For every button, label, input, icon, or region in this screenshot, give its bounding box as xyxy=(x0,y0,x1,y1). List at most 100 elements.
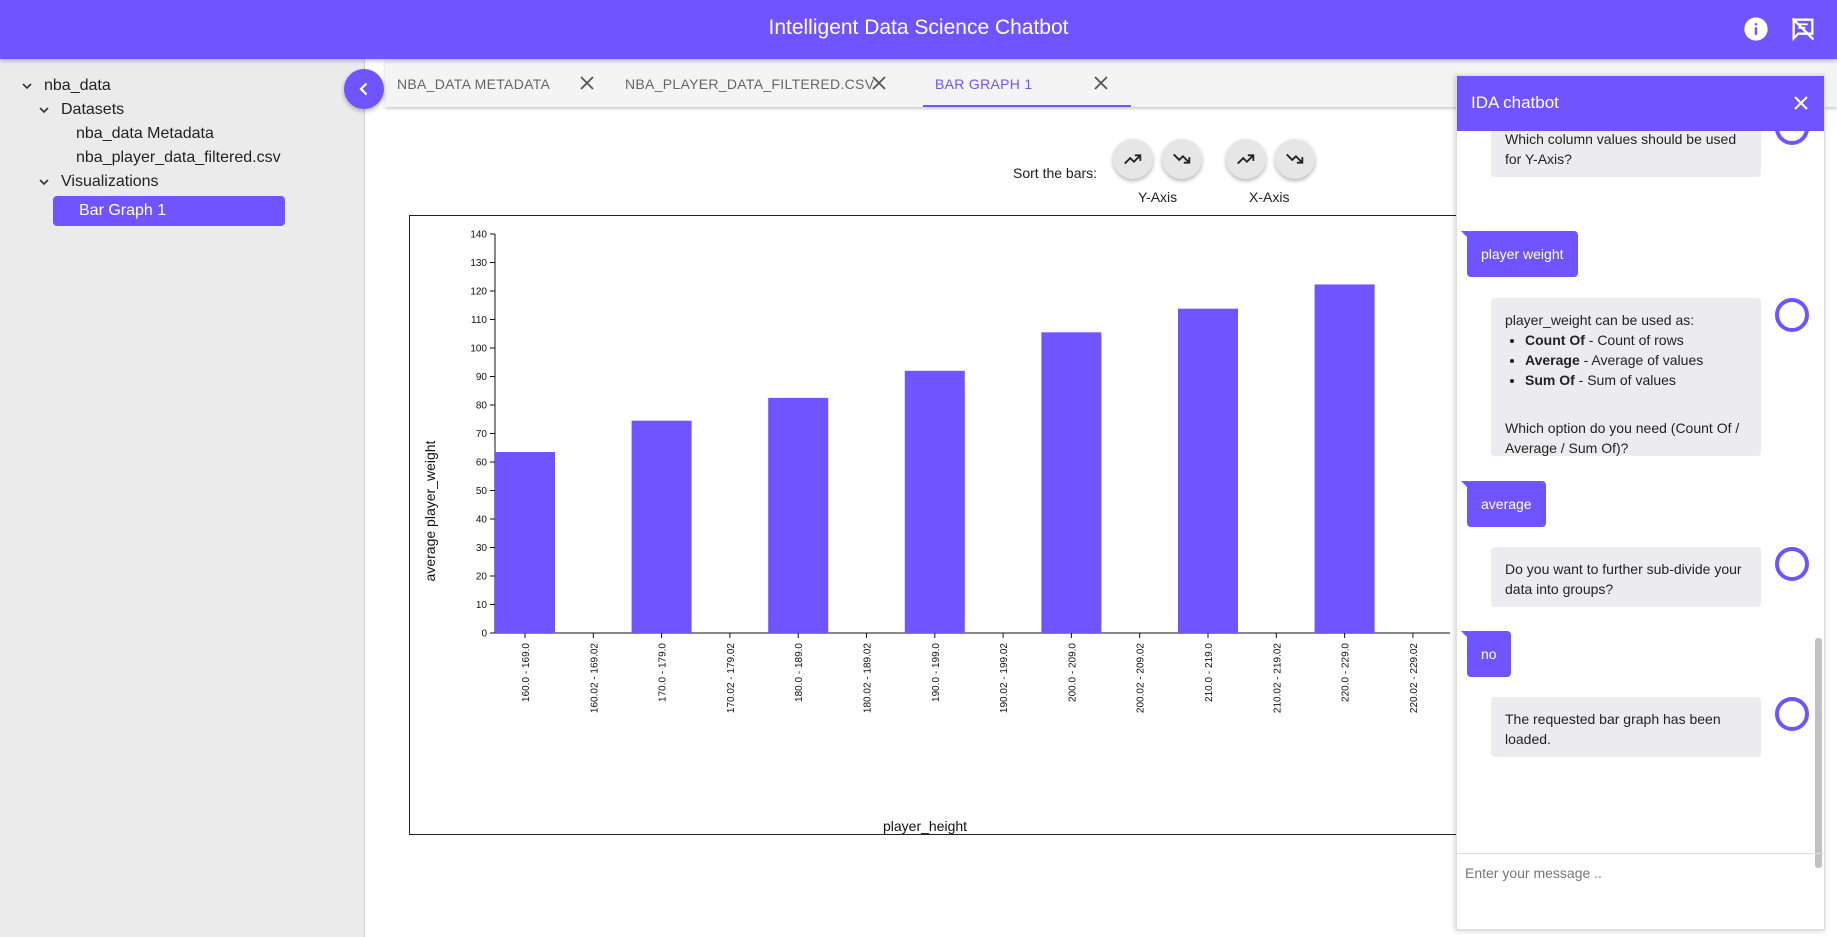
chat-input-area xyxy=(1457,853,1824,931)
chatbot-title: IDA chatbot xyxy=(1471,93,1559,112)
bar[interactable] xyxy=(768,397,829,633)
tab-label: BAR GRAPH 1 xyxy=(935,76,1033,92)
bot-message: The requested bar graph has been loaded. xyxy=(1491,697,1761,757)
tab-label: NBA_DATA METADATA xyxy=(397,76,551,92)
bar[interactable] xyxy=(1041,332,1102,633)
x-tick-label: 210.02 - 219.02 xyxy=(1272,643,1283,713)
y-tick-label: 20 xyxy=(476,572,488,583)
y-tick-label: 10 xyxy=(476,600,488,611)
tree-datasets-label: Datasets xyxy=(61,101,125,118)
y-tick-label: 40 xyxy=(476,515,488,526)
bar[interactable] xyxy=(495,452,555,633)
x-tick-label: 160.02 - 169.02 xyxy=(589,643,600,713)
bar[interactable] xyxy=(904,370,965,633)
tree-item-nba-player-data-filtered[interactable]: nba_player_data_filtered.csv xyxy=(76,146,281,170)
close-icon[interactable] xyxy=(577,73,597,93)
chevron-down-icon[interactable] xyxy=(20,79,34,93)
y-tick-label: 50 xyxy=(476,486,488,497)
y-tick-label: 30 xyxy=(476,543,488,554)
chat-messages[interactable]: Which column values should be used for Y… xyxy=(1457,131,1824,847)
sort-y-ascending-button[interactable] xyxy=(1113,139,1153,179)
tree-visualizations[interactable]: Visualizations xyxy=(37,170,159,194)
chat-off-icon[interactable] xyxy=(1789,15,1817,43)
bar[interactable] xyxy=(631,420,692,633)
trending-up-icon xyxy=(1124,154,1142,165)
option-name: Sum Of xyxy=(1525,372,1575,388)
sort-label: Sort the bars: xyxy=(1013,165,1098,181)
user-message-text: no xyxy=(1481,646,1497,662)
bot-message: Which column values should be used for Y… xyxy=(1491,131,1761,177)
tree-item-nba-data-metadata[interactable]: nba_data Metadata xyxy=(76,122,214,146)
tab-nba-data-metadata[interactable]: NBA_DATA METADATA xyxy=(385,59,601,107)
option-item: Average - Average of values xyxy=(1525,350,1747,370)
sort-x-descending-button[interactable] xyxy=(1275,139,1315,179)
chatbot-panel: IDA chatbot Which column values should b… xyxy=(1456,75,1825,931)
bar[interactable] xyxy=(1178,308,1238,633)
bar-chart-frame: average player_weight player_height 0 10 2… xyxy=(409,215,1459,835)
bar-chart: average player_weight player_height 0 10 2… xyxy=(422,230,1450,834)
x-tick-label: 210.0 - 219.0 xyxy=(1204,643,1215,702)
x-tick-label: 200.02 - 209.02 xyxy=(1136,643,1147,713)
bot-avatar xyxy=(1775,547,1809,581)
option-desc: - Average of values xyxy=(1579,352,1704,368)
app-bar: Intelligent Data Science Chatbot xyxy=(0,0,1837,59)
y-tick-label: 0 xyxy=(481,629,487,640)
bot-message-text: Do you want to further sub-divide your d… xyxy=(1505,561,1742,597)
bar[interactable] xyxy=(1314,284,1375,633)
user-message: average xyxy=(1461,481,1546,527)
y-axis-label: average player_weight xyxy=(422,440,438,581)
user-message: no xyxy=(1461,631,1511,677)
chevron-down-icon[interactable] xyxy=(37,103,51,117)
bot-avatar xyxy=(1775,131,1809,145)
y-tick-label: 80 xyxy=(476,401,488,412)
tree-root-nba-data[interactable]: nba_data xyxy=(20,74,111,98)
tree-visualizations-label: Visualizations xyxy=(61,173,159,190)
close-icon[interactable] xyxy=(869,73,889,93)
option-desc: - Sum of values xyxy=(1574,372,1676,388)
bot-message-outro: Which option do you need (Count Of / Ave… xyxy=(1505,420,1740,456)
option-name: Count Of xyxy=(1525,332,1585,348)
y-tick-label: 120 xyxy=(470,287,487,298)
trending-down-icon xyxy=(1286,153,1304,164)
chat-message-input[interactable] xyxy=(1457,854,1824,931)
chevron-left-icon xyxy=(359,82,368,96)
y-tick-label: 130 xyxy=(470,258,487,269)
tree-item-bar-graph-1[interactable]: Bar Graph 1 xyxy=(53,196,285,226)
sidebar: nba_data Datasets nba_data Metadata nba_… xyxy=(0,59,365,937)
x-tick-label: 220.0 - 229.0 xyxy=(1341,643,1352,702)
y-tick-label: 140 xyxy=(470,230,487,241)
x-tick-label: 180.0 - 189.0 xyxy=(794,643,805,702)
tree-root-label: nba_data xyxy=(44,77,111,94)
sort-x-ascending-button[interactable] xyxy=(1226,139,1266,179)
x-tick-label: 160.0 - 169.0 xyxy=(521,643,532,702)
bot-message-text: Which column values should be used for Y… xyxy=(1505,131,1737,167)
option-item: Count Of - Count of rows xyxy=(1525,330,1747,350)
chat-scrollbar[interactable] xyxy=(1815,638,1822,868)
tab-label: NBA_PLAYER_DATA_FILTERED.CSV xyxy=(625,76,875,92)
chevron-down-icon[interactable] xyxy=(37,175,51,189)
collapse-sidebar-button[interactable] xyxy=(344,69,384,109)
bot-message-intro: player_weight can be used as: xyxy=(1505,312,1695,328)
option-list: Count Of - Count of rows Average - Avera… xyxy=(1525,330,1747,390)
option-desc: - Count of rows xyxy=(1584,332,1684,348)
close-icon[interactable] xyxy=(1790,92,1812,114)
sort-y-axis-caption: Y-Axis xyxy=(1138,189,1178,205)
chatbot-header: IDA chatbot xyxy=(1457,76,1824,131)
y-tick-label: 70 xyxy=(476,429,488,440)
tree-datasets[interactable]: Datasets xyxy=(37,98,124,122)
sort-y-descending-button[interactable] xyxy=(1162,139,1202,179)
user-message: player weight xyxy=(1461,231,1578,277)
active-tab-indicator xyxy=(923,105,1131,107)
info-icon[interactable] xyxy=(1742,15,1770,43)
bot-avatar xyxy=(1775,298,1809,332)
y-tick-label: 100 xyxy=(470,344,487,355)
tab-nba-player-data-filtered[interactable]: NBA_PLAYER_DATA_FILTERED.CSV xyxy=(613,59,913,107)
bot-message: player_weight can be used as: Count Of -… xyxy=(1491,298,1761,456)
tab-bar-graph-1[interactable]: BAR GRAPH 1 xyxy=(923,59,1131,107)
user-message-text: player weight xyxy=(1481,246,1564,262)
bot-avatar xyxy=(1775,697,1809,731)
close-icon[interactable] xyxy=(1091,73,1111,93)
y-tick-label: 60 xyxy=(476,458,488,469)
bot-message-text: The requested bar graph has been loaded. xyxy=(1505,711,1721,747)
x-tick-label: 170.02 - 179.02 xyxy=(726,643,737,713)
